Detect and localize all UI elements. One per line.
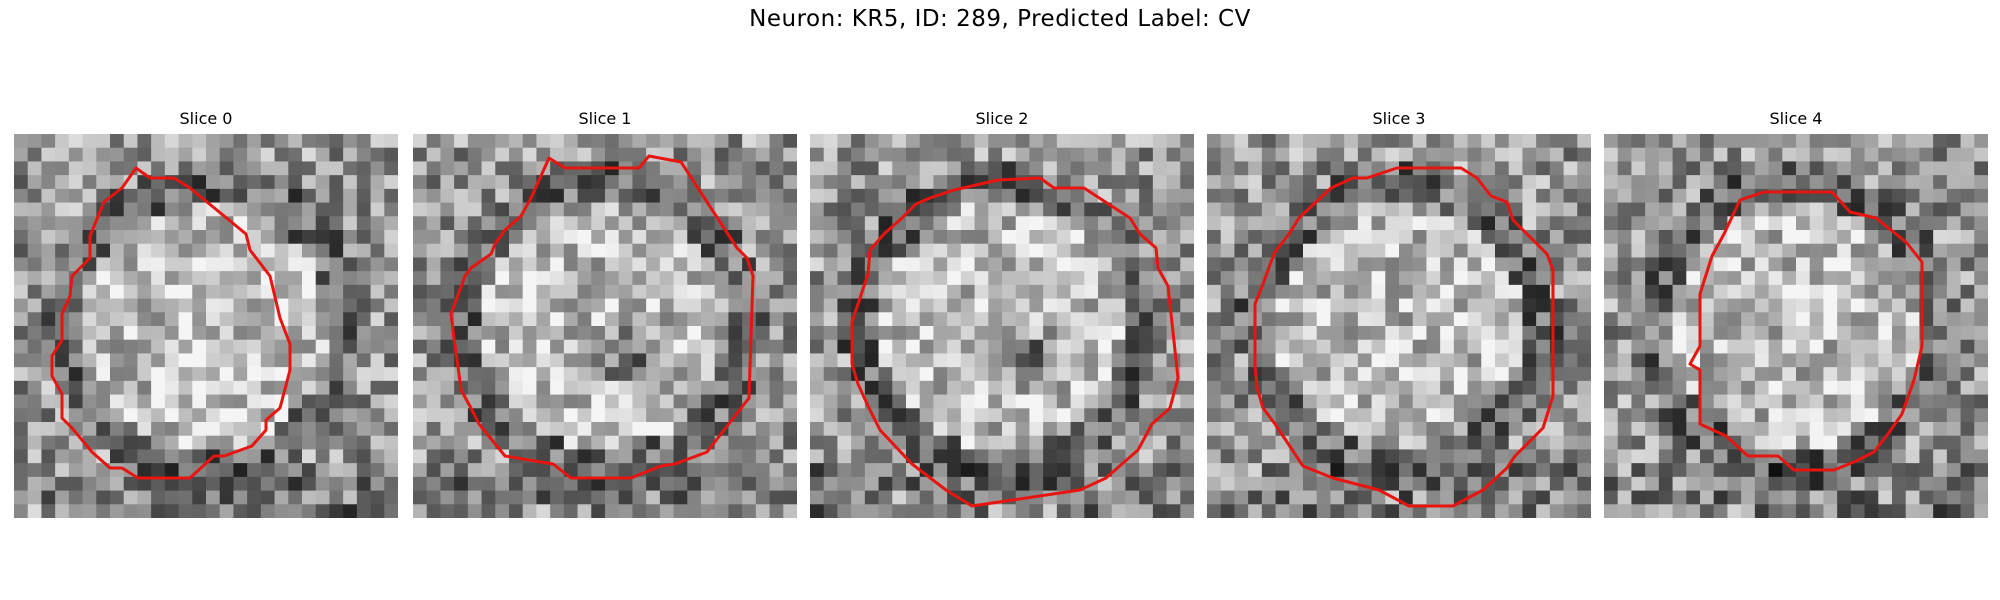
pixel-grid xyxy=(810,134,1194,518)
slice-title: Slice 0 xyxy=(179,109,233,128)
slice-panel-1: Slice 1 xyxy=(413,108,797,518)
slice-title: Slice 4 xyxy=(1769,109,1823,128)
slice-title: Slice 1 xyxy=(578,109,632,128)
segmentation-contour xyxy=(850,176,1180,508)
slice-title: Slice 2 xyxy=(975,109,1029,128)
slice-panel-4: Slice 4 xyxy=(1604,108,1988,518)
pixel-grid xyxy=(413,134,797,518)
segmentation-contour xyxy=(449,154,755,480)
slice-image-4 xyxy=(1604,134,1988,518)
slice-image-2 xyxy=(810,134,1194,518)
slice-image-3 xyxy=(1207,134,1591,518)
slice-title: Slice 3 xyxy=(1372,109,1426,128)
pixel-grid xyxy=(1604,134,1988,518)
slice-panel-2: Slice 2 xyxy=(810,108,1194,518)
slice-image-1 xyxy=(413,134,797,518)
segmentation-contour xyxy=(1253,166,1555,508)
pixel-grid xyxy=(14,134,398,518)
slice-panel-3: Slice 3 xyxy=(1207,108,1591,518)
segmentation-contour xyxy=(50,166,292,480)
figure-title: Neuron: KR5, ID: 289, Predicted Label: C… xyxy=(749,6,1251,32)
slice-panel-0: Slice 0 xyxy=(14,108,398,518)
slice-image-0 xyxy=(14,134,398,518)
pixel-grid xyxy=(1207,134,1591,518)
segmentation-contour xyxy=(1688,190,1924,472)
